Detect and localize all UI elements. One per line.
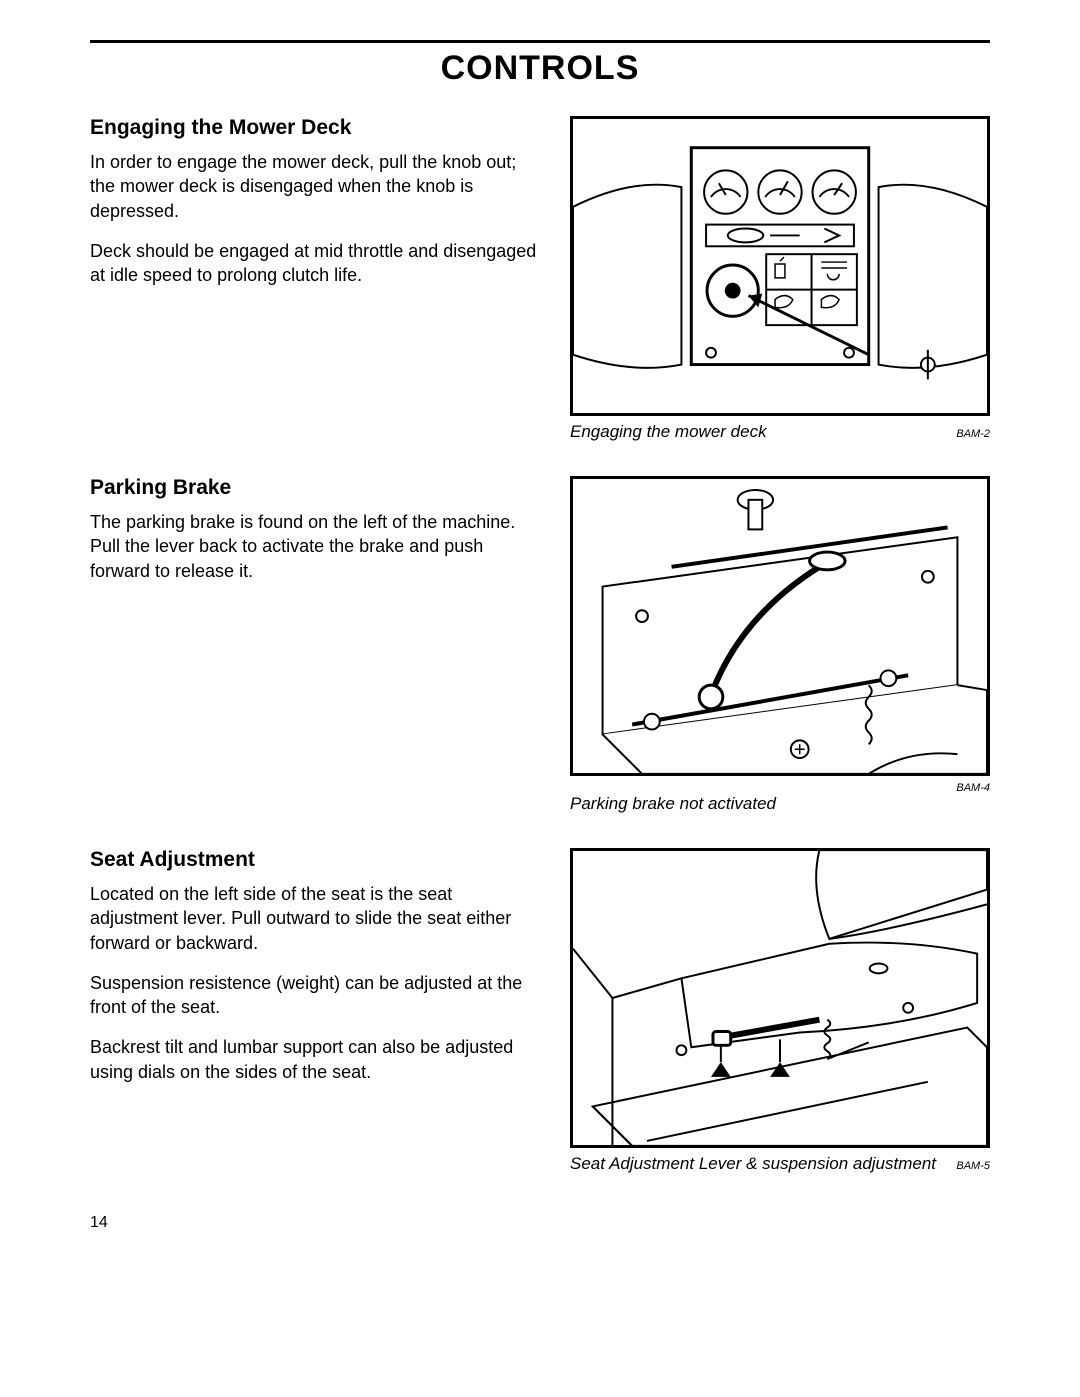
paragraph: Backrest tilt and lumbar support can als… <box>90 1035 538 1084</box>
paragraph: Deck should be engaged at mid throttle a… <box>90 239 538 288</box>
figure-ref: BAM-2 <box>956 428 990 440</box>
figure-column: Engaging the mower deck BAM-2 <box>570 116 990 442</box>
subheading: Seat Adjustment <box>90 848 538 872</box>
figure-caption: Parking brake not activated <box>570 794 776 814</box>
text-column: Seat Adjustment Located on the left side… <box>90 848 538 1100</box>
figure-caption: Seat Adjustment Lever & suspension adjus… <box>570 1154 936 1174</box>
figure-ref: BAM-5 <box>956 1160 990 1172</box>
figure-parking-brake <box>570 476 990 776</box>
illustration-icon <box>573 116 987 416</box>
top-rule <box>90 40 990 43</box>
caption-row: Engaging the mower deck BAM-2 <box>570 422 990 442</box>
section-engaging-mower-deck: Engaging the Mower Deck In order to enga… <box>90 116 990 442</box>
subheading: Parking Brake <box>90 476 538 500</box>
paragraph: The parking brake is found on the left o… <box>90 510 538 583</box>
paragraph: Located on the left side of the seat is … <box>90 882 538 955</box>
figure-column: BAM-4 Parking brake not activated <box>570 476 990 814</box>
page-title: CONTROLS <box>90 49 990 88</box>
text-column: Engaging the Mower Deck In order to enga… <box>90 116 538 303</box>
section-seat-adjustment: Seat Adjustment Located on the left side… <box>90 848 990 1174</box>
figure-caption: Engaging the mower deck <box>570 422 767 442</box>
figure-seat-adjustment <box>570 848 990 1148</box>
caption-row: BAM-4 <box>570 782 990 794</box>
figure-column: Seat Adjustment Lever & suspension adjus… <box>570 848 990 1174</box>
figure-engaging-mower-deck <box>570 116 990 416</box>
paragraph: Suspension resistence (weight) can be ad… <box>90 971 538 1020</box>
section-parking-brake: Parking Brake The parking brake is found… <box>90 476 990 814</box>
page-number: 14 <box>90 1214 990 1232</box>
text-column: Parking Brake The parking brake is found… <box>90 476 538 599</box>
illustration-icon <box>573 476 987 776</box>
illustration-icon <box>573 848 987 1148</box>
figure-ref: BAM-4 <box>956 782 990 794</box>
caption-row: Parking brake not activated <box>570 794 990 814</box>
caption-row: Seat Adjustment Lever & suspension adjus… <box>570 1154 990 1174</box>
subheading: Engaging the Mower Deck <box>90 116 538 140</box>
paragraph: In order to engage the mower deck, pull … <box>90 150 538 223</box>
